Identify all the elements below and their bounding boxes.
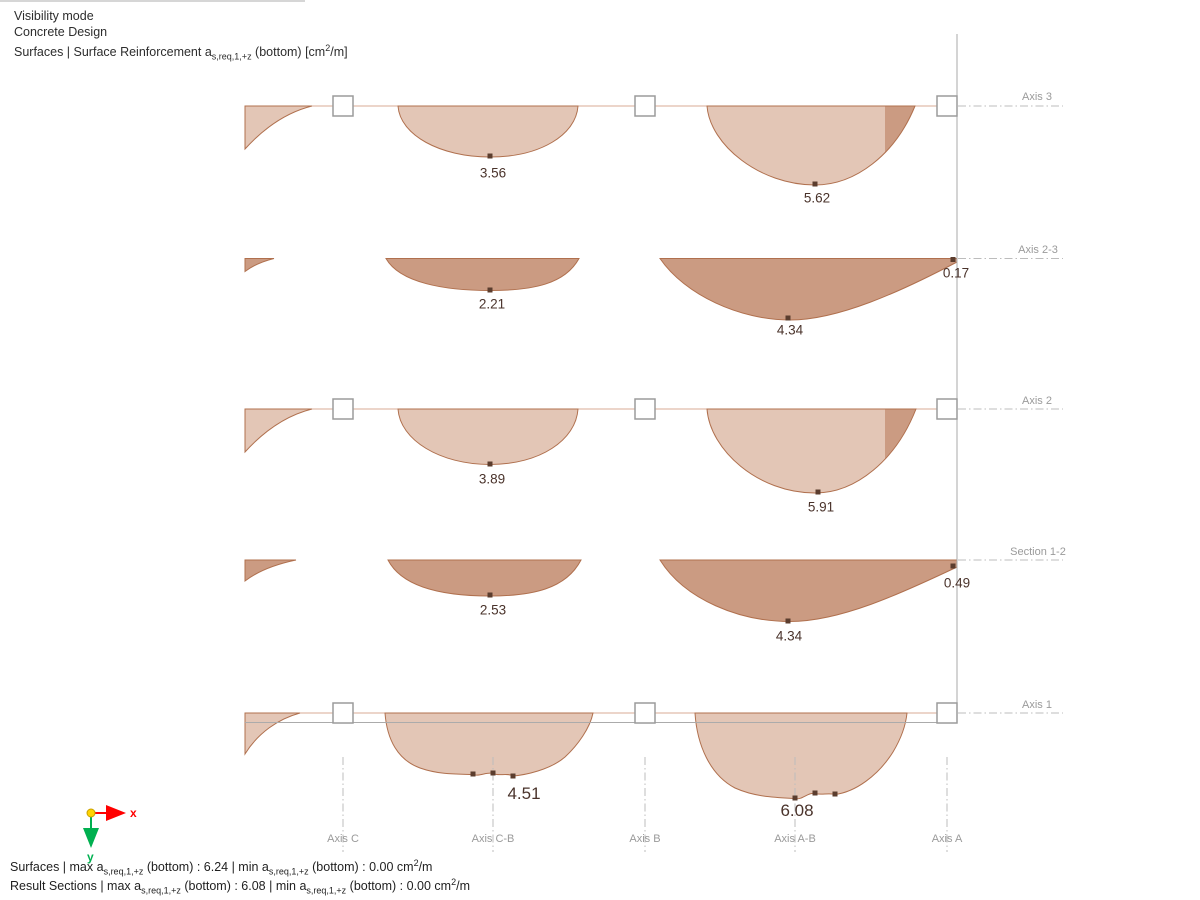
value-axis23-a: 0.17: [942, 265, 970, 281]
support-axis1-b: [634, 702, 656, 724]
axis3-span-cb: [397, 105, 579, 158]
row-label-axis1: Axis 1: [1022, 699, 1052, 711]
row-section1-2-diagram: [244, 559, 958, 623]
axis-label-c: Axis C: [327, 833, 359, 845]
y-axis-label: y: [87, 850, 94, 864]
x-axis-label: x: [130, 806, 137, 820]
origin-dot: [86, 808, 96, 818]
support-axis2-a: [936, 398, 958, 420]
axis23-span-ab: [659, 258, 958, 321]
section12-left-wedge: [244, 559, 297, 583]
support-axis1-c: [332, 702, 354, 724]
axis2-span-cb: [397, 408, 579, 466]
value-axis3-cb: 3.56: [479, 165, 507, 181]
summary-surfaces: Surfaces | max as,req,1,+z (bottom) : 6.…: [10, 858, 433, 877]
value-section12-a: 0.49: [943, 575, 971, 591]
row-axis1-diagram: [244, 712, 957, 800]
axis23-span-cb: [385, 258, 580, 292]
support-axis3-b: [634, 95, 656, 117]
row-label-section12: Section 1-2: [1010, 546, 1066, 558]
axis23-left-wedge: [244, 258, 275, 273]
row-axis2-3-diagram: [244, 258, 958, 321]
status-design-case: Concrete Design: [14, 25, 108, 39]
coordinate-system-icon: [83, 805, 126, 848]
support-axis2-b: [634, 398, 656, 420]
toolbar-edge: [0, 0, 305, 2]
support-nodes: [332, 95, 958, 724]
row-axis2-diagram: [244, 408, 917, 494]
value-axis1-cb: 4.51: [507, 784, 541, 803]
support-axis3-c: [332, 95, 354, 117]
support-axis2-c: [332, 398, 354, 420]
row-label-axis2-3: Axis 2-3: [1018, 244, 1058, 256]
row-axis3-diagram: [244, 105, 916, 186]
axis-label-b: Axis B: [629, 833, 661, 845]
value-axis2-cb: 3.89: [478, 471, 506, 487]
value-axis3-ab: 5.62: [803, 190, 831, 206]
axis-label-ab: Axis A-B: [774, 833, 816, 845]
axis-label-a: Axis A: [931, 833, 963, 845]
value-axis23-cb: 2.21: [478, 296, 506, 312]
value-axis23-ab: 4.34: [776, 322, 804, 338]
row-label-axis2: Axis 2: [1022, 395, 1052, 407]
summary-result-sections: Result Sections | max as,req,1,+z (botto…: [10, 877, 470, 896]
value-section12-cb: 2.53: [479, 602, 507, 618]
status-visibility-mode: Visibility mode: [14, 9, 94, 23]
axis2-span-ab: [707, 409, 916, 493]
row-label-axis3: Axis 3: [1022, 91, 1052, 103]
value-axis1-ab: 6.08: [780, 801, 814, 820]
axis1-span-ab: [694, 712, 908, 800]
row-leader-lines: [958, 105, 1063, 714]
axis2-left-wedge: [244, 408, 313, 454]
section12-span-cb: [387, 559, 582, 597]
axis3-dark-patch: [885, 106, 915, 185]
result-title: Surfaces | Surface Reinforcement as,req,…: [14, 43, 348, 62]
axis3-left-wedge: [244, 105, 313, 151]
axis1-left-wedge: [244, 712, 301, 756]
bottom-axis-lines: [342, 757, 948, 852]
peak-markers: [470, 153, 956, 801]
support-axis1-a: [936, 702, 958, 724]
support-axis3-a: [936, 95, 958, 117]
axis-label-cb: Axis C-B: [471, 833, 515, 845]
value-axis2-ab: 5.91: [807, 499, 835, 515]
value-section12-ab: 4.34: [775, 628, 803, 644]
section12-span-ab: [659, 559, 958, 623]
axis3-span-ab: [707, 106, 915, 185]
